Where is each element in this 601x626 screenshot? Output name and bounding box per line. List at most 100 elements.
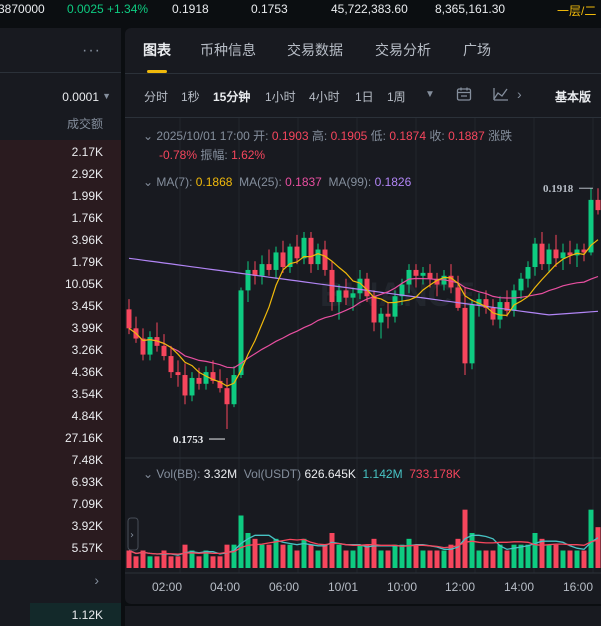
interval-1h[interactable]: 1小时 — [265, 90, 296, 104]
volume-bar — [329, 533, 335, 568]
volume-bar — [252, 538, 258, 568]
indicators-icon[interactable] — [492, 86, 510, 105]
order-book-value: 2.92K — [71, 167, 103, 181]
tab-coin-info[interactable]: 币种信息 — [200, 42, 256, 58]
calendar-icon[interactable] — [456, 86, 472, 105]
volume-bar — [203, 550, 209, 568]
candle-body — [315, 249, 321, 265]
volume-bar — [231, 544, 237, 568]
volume-bar — [595, 527, 601, 568]
candle-body — [238, 290, 244, 376]
volume-bar — [308, 544, 314, 568]
interval-1s[interactable]: 1秒 — [181, 90, 200, 104]
volume-bar — [441, 550, 447, 568]
low-value: 0.1874 — [389, 129, 427, 143]
interval-1d[interactable]: 1日 — [355, 90, 374, 104]
candle-body — [203, 372, 209, 384]
chart-tabs: 图表 币种信息 交易数据 交易分析 广场 — [125, 28, 601, 74]
time-tick: 06:00 — [269, 580, 300, 594]
time-tick: 04:00 — [210, 580, 241, 594]
candle-body — [336, 290, 342, 303]
ma99-label: MA(99): — [328, 175, 372, 189]
candle-body — [434, 278, 440, 285]
ticker-extra[interactable]: 一层/二 — [557, 4, 597, 18]
ma99-line — [128, 257, 599, 316]
candle-body — [560, 252, 566, 259]
tab-square[interactable]: 广场 — [463, 42, 491, 58]
low-label: 低: — [370, 129, 386, 143]
scroll-left-icon: › — [130, 530, 134, 541]
high-marker-label: 0.1918 — [543, 183, 574, 195]
volume-bar — [490, 550, 496, 568]
candle-body — [364, 278, 370, 297]
volume-bar — [224, 544, 230, 568]
order-book-value: 3.96K — [71, 233, 103, 247]
candle-body — [420, 272, 426, 276]
order-book-value: 3.92K — [71, 519, 103, 533]
volume-bar — [245, 533, 251, 568]
expand-chevron-icon[interactable]: › — [94, 572, 99, 588]
ticker-partial-value: 3870000 — [0, 2, 45, 16]
volume-bar — [133, 556, 139, 568]
volume-bar — [574, 550, 580, 568]
order-book-value: 27.16K — [64, 431, 103, 445]
precision-select[interactable]: 0.0001 — [62, 90, 99, 104]
candle-body — [378, 313, 384, 323]
interval-15m[interactable]: 15分钟 — [213, 90, 251, 104]
scroll-right-icon[interactable]: › — [517, 86, 522, 102]
change-pct-value: -0.78% — [159, 148, 198, 162]
candle-body — [455, 287, 461, 308]
volume-bar — [525, 544, 531, 568]
open-value: 0.1903 — [271, 129, 309, 143]
volume-bar — [392, 544, 398, 568]
ticker-vol-base: 45,722,383.60 — [331, 2, 408, 16]
volume-bar — [406, 538, 412, 568]
candle-body — [595, 199, 601, 211]
candle-body — [525, 267, 531, 279]
ma7-label: MA(7): — [156, 175, 193, 189]
more-intervals-dropdown-icon[interactable]: ▼ — [425, 89, 435, 100]
candle-body — [301, 237, 307, 259]
interval-4h[interactable]: 4小时 — [309, 90, 340, 104]
vol-bb-label: Vol(BB): — [156, 467, 201, 481]
candle-body — [476, 299, 482, 305]
order-book-value: 3.45K — [71, 299, 103, 313]
volume-bar — [273, 538, 279, 568]
volume-bar — [322, 544, 328, 568]
vol-bb-value: 3.32M — [203, 467, 238, 481]
volume-bar — [336, 544, 342, 568]
tab-chart[interactable]: 图表 — [143, 42, 171, 58]
candle-body — [462, 307, 468, 364]
candle-body — [588, 199, 594, 253]
collapse-chevron-icon[interactable]: ⌄ — [143, 129, 154, 143]
candle-body — [217, 380, 223, 389]
candle-body — [357, 278, 363, 294]
volume-bar — [238, 515, 244, 568]
tab-trading-analysis[interactable]: 交易分析 — [375, 42, 431, 58]
candle-body — [574, 249, 580, 256]
ma-lines — [128, 239, 599, 387]
volume-bar — [217, 556, 223, 568]
ma-collapse-icon[interactable]: ⌄ — [143, 175, 154, 189]
amplitude-value: 1.62% — [231, 148, 266, 162]
interval-1w[interactable]: 1周 — [387, 90, 406, 104]
volume-bar — [287, 544, 293, 568]
tab-trading-data[interactable]: 交易数据 — [287, 42, 343, 58]
candle-body — [406, 269, 412, 285]
vol-collapse-icon[interactable]: ⌄ — [143, 467, 154, 481]
volume-bar — [497, 544, 503, 568]
view-mode-basic[interactable]: 基本版 — [555, 90, 592, 104]
vol-ma1-value: 1.142M — [362, 467, 403, 481]
volume-bar — [511, 544, 517, 568]
volume-legend: ⌄ Vol(BB): 3.32M Vol(USDT) 626.645K 1.14… — [143, 467, 461, 481]
interval-time[interactable]: 分时 — [144, 90, 169, 104]
volume-bar — [147, 556, 153, 568]
candle-body — [392, 296, 398, 317]
chart-grid — [125, 118, 601, 574]
bottom-strip — [125, 606, 601, 626]
candle-body — [196, 377, 202, 384]
ma-legend: ⌄ MA(7): 0.1868 MA(25): 0.1837 MA(99): 0… — [143, 175, 411, 189]
precision-dropdown-icon[interactable]: ▼ — [102, 91, 111, 101]
more-options-icon[interactable]: ··· — [82, 42, 101, 59]
